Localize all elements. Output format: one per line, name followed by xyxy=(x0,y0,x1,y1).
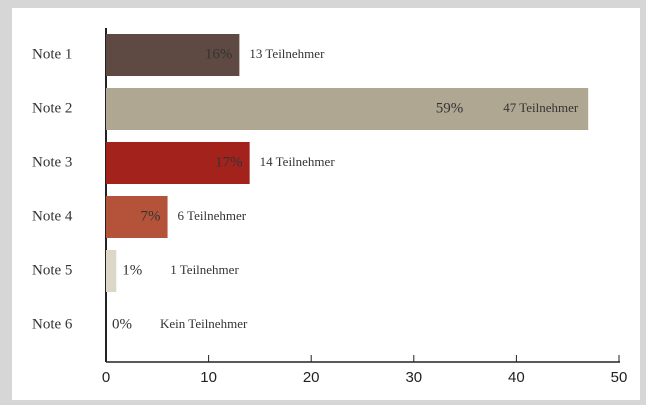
bar xyxy=(106,34,240,76)
bar xyxy=(106,142,250,184)
y-tick-label: Note 1 xyxy=(32,46,72,62)
count-label: 13 Teilnehmer xyxy=(249,46,325,61)
percent-label: 1% xyxy=(122,262,142,278)
x-tick-label: 50 xyxy=(611,369,628,386)
percent-label: 0% xyxy=(112,316,132,332)
x-tick-label: 40 xyxy=(508,369,525,386)
percent-label: 7% xyxy=(141,208,161,224)
count-label: 6 Teilnehmer xyxy=(178,208,247,223)
count-label: 47 Teilnehmer xyxy=(503,100,579,115)
y-tick-label: Note 5 xyxy=(32,262,72,278)
bar xyxy=(106,196,168,238)
percent-label: 17% xyxy=(215,154,243,170)
y-tick-label: Note 4 xyxy=(32,208,73,224)
count-label: Kein Teilnehmer xyxy=(160,316,248,331)
y-tick-label: Note 6 xyxy=(32,316,73,332)
percent-label: 59% xyxy=(436,100,464,116)
count-label: 14 Teilnehmer xyxy=(260,154,336,169)
x-tick-label: 0 xyxy=(102,369,110,386)
x-tick-label: 10 xyxy=(200,369,217,386)
x-tick-label: 30 xyxy=(405,369,422,386)
y-tick-label: Note 2 xyxy=(32,100,72,116)
y-tick-label: Note 3 xyxy=(32,154,72,170)
bar xyxy=(106,250,117,292)
count-label: 1 Teilnehmer xyxy=(170,262,239,277)
percent-label: 16% xyxy=(205,46,233,62)
bar xyxy=(106,88,589,130)
x-tick-label: 20 xyxy=(303,369,320,386)
